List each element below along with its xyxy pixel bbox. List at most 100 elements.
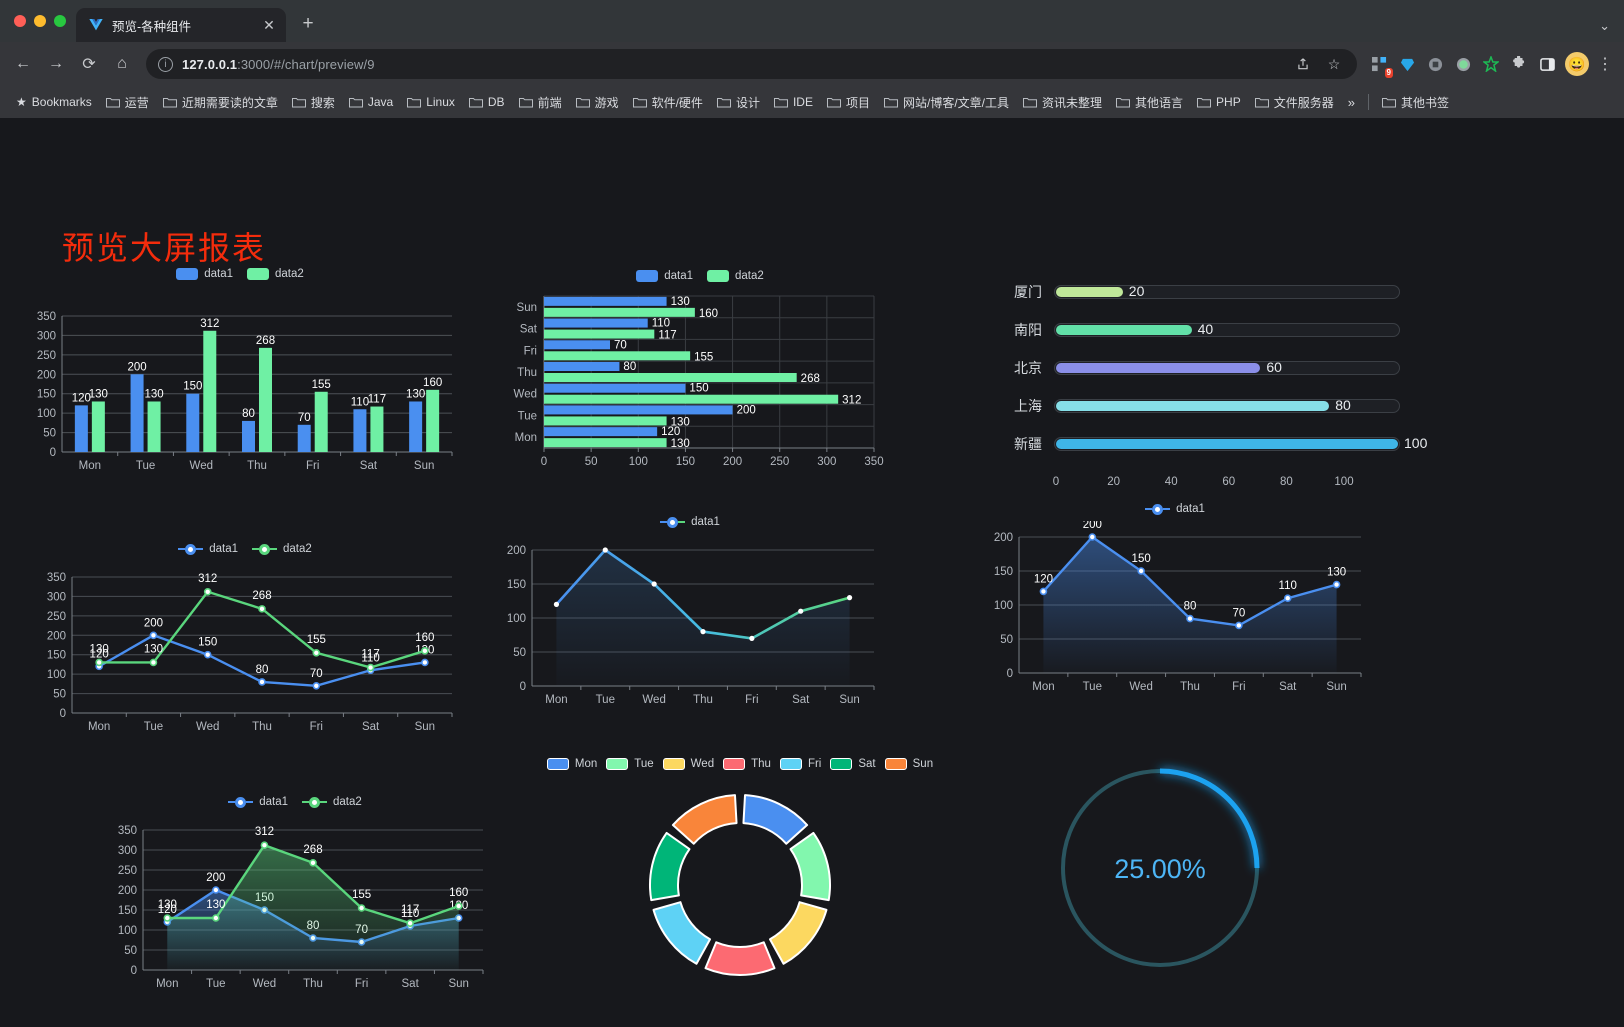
data-point bbox=[260, 841, 269, 850]
bookmarks-root[interactable]: ★ Bookmarks bbox=[10, 92, 98, 112]
forward-button[interactable]: → bbox=[48, 55, 64, 72]
other-bookmarks-folder[interactable]: 其他书签 bbox=[1376, 91, 1455, 114]
legend-item-data2[interactable]: data2 bbox=[247, 268, 304, 280]
bookmark-folder[interactable]: 项目 bbox=[821, 91, 876, 114]
chevron-down-icon[interactable]: ⌄ bbox=[1599, 18, 1610, 33]
chart-text: Mon bbox=[156, 978, 178, 990]
legend-item-data1[interactable]: data1 bbox=[636, 270, 693, 282]
legend-item-wed[interactable]: Wed bbox=[662, 758, 714, 770]
browser-tab[interactable]: 预览-各种组件 ✕ bbox=[76, 8, 286, 42]
bookmark-folder[interactable]: PHP bbox=[1191, 92, 1247, 112]
donut-slice[interactable] bbox=[649, 831, 691, 902]
site-info-icon[interactable]: i bbox=[158, 56, 173, 72]
bookmark-star-icon[interactable]: ☆ bbox=[1327, 55, 1341, 72]
legend-item-tue[interactable]: Tue bbox=[606, 758, 654, 770]
share-icon[interactable] bbox=[1292, 53, 1314, 75]
bookmark-folder[interactable]: IDE bbox=[768, 92, 819, 112]
bar bbox=[242, 420, 255, 452]
star-green-icon[interactable] bbox=[1478, 51, 1504, 77]
area-fill bbox=[167, 845, 459, 970]
bookmark-label: 文件服务器 bbox=[1273, 95, 1334, 110]
chart-text: 117 bbox=[401, 904, 419, 916]
bookmark-folder[interactable]: 文件服务器 bbox=[1249, 91, 1340, 114]
progress-bar-value: 60 bbox=[1266, 359, 1282, 375]
chart-gauge: 25.00% bbox=[1040, 743, 1280, 1003]
close-icon[interactable]: ✕ bbox=[263, 16, 275, 33]
bookmark-label: PHP bbox=[1216, 95, 1241, 109]
bookmark-folder[interactable]: Linux bbox=[401, 92, 461, 112]
avatar[interactable]: 😀 bbox=[1565, 52, 1589, 76]
progress-bar-value: 20 bbox=[1128, 283, 1145, 299]
legend-item-data1[interactable]: data1 bbox=[1145, 503, 1205, 515]
bar bbox=[147, 401, 161, 452]
bookmark-folder[interactable]: 网站/博客/文章/工具 bbox=[878, 91, 1015, 114]
bookmark-folder[interactable]: Java bbox=[343, 92, 399, 112]
legend-item-mon[interactable]: Mon bbox=[546, 758, 597, 770]
clover-icon[interactable] bbox=[1422, 51, 1448, 77]
legend-item-sat[interactable]: Sat bbox=[830, 758, 876, 770]
donut-slice[interactable] bbox=[704, 941, 776, 976]
chart-text: Thu bbox=[1180, 681, 1200, 693]
legend-label: data1 bbox=[691, 516, 720, 528]
close-window-button[interactable] bbox=[14, 15, 26, 27]
home-button[interactable]: ⌂ bbox=[117, 55, 127, 72]
legend-item-sun[interactable]: Sun bbox=[884, 758, 933, 770]
progress-bar-value: 40 bbox=[1197, 321, 1214, 337]
donut-slice[interactable] bbox=[652, 901, 712, 965]
progress-bar-row: 上海 80 bbox=[1000, 387, 1400, 425]
bookmark-folder[interactable]: 资讯未整理 bbox=[1017, 91, 1108, 114]
chart-text: 130 bbox=[1327, 567, 1346, 579]
legend-swatch bbox=[546, 758, 569, 770]
reload-button[interactable]: ⟳ bbox=[82, 56, 96, 73]
bookmarks-overflow-button[interactable]: » bbox=[1347, 94, 1355, 110]
bookmark-folder[interactable]: 近期需要读的文章 bbox=[157, 91, 284, 114]
bar bbox=[544, 351, 691, 361]
donut-slice[interactable] bbox=[742, 794, 809, 845]
back-button[interactable]: ← bbox=[15, 55, 31, 72]
bar bbox=[544, 296, 667, 306]
chart-text: 200 bbox=[507, 545, 526, 557]
chart-text: 155 bbox=[312, 379, 331, 391]
legend-item-data1[interactable]: data1 bbox=[178, 543, 238, 555]
legend-item-thu[interactable]: Thu bbox=[723, 758, 771, 770]
legend-item-data2[interactable]: data2 bbox=[302, 796, 362, 808]
chart-text: 160 bbox=[699, 308, 718, 320]
chart-text: Sun bbox=[448, 978, 468, 990]
bookmark-folder[interactable]: 搜索 bbox=[286, 91, 341, 114]
tab-title: 预览-各种组件 bbox=[112, 19, 192, 34]
extensions-grid-icon[interactable]: 9 bbox=[1366, 51, 1393, 78]
bookmark-folder[interactable]: 其他语言 bbox=[1110, 91, 1189, 114]
bookmark-folder[interactable]: 软件/硬件 bbox=[627, 91, 709, 114]
donut-slice[interactable] bbox=[768, 901, 828, 965]
bookmark-folder[interactable]: 前端 bbox=[513, 91, 568, 114]
legend-item-data1[interactable]: data1 bbox=[176, 268, 233, 280]
circle-green-icon[interactable] bbox=[1450, 51, 1476, 77]
donut-slice[interactable] bbox=[671, 794, 738, 845]
puzzle-icon[interactable] bbox=[1506, 51, 1532, 77]
bookmark-folder[interactable]: DB bbox=[463, 92, 511, 112]
bookmark-folder[interactable]: 游戏 bbox=[570, 91, 625, 114]
address-bar[interactable]: i 127.0.0.1:3000/#/chart/preview/9 ☆ bbox=[146, 49, 1357, 79]
bookmark-folder[interactable]: 设计 bbox=[711, 91, 766, 114]
legend-label: data2 bbox=[735, 270, 764, 282]
area-fill bbox=[556, 550, 850, 686]
donut-slice[interactable] bbox=[789, 831, 831, 902]
data-point bbox=[651, 581, 657, 587]
legend-swatch bbox=[660, 516, 686, 528]
legend-item-data2[interactable]: data2 bbox=[707, 270, 764, 282]
chart-text: Mon bbox=[88, 721, 110, 733]
legend-item-fri[interactable]: Fri bbox=[779, 758, 821, 770]
legend-item-data1[interactable]: data1 bbox=[660, 516, 720, 528]
side-panel-icon[interactable] bbox=[1534, 51, 1560, 77]
maximize-window-button[interactable] bbox=[54, 15, 66, 27]
progress-bar-row: 新疆 100 bbox=[1000, 425, 1427, 463]
chart-text: Wed bbox=[514, 389, 537, 401]
minimize-window-button[interactable] bbox=[34, 15, 46, 27]
browser-menu-icon[interactable]: ⋮ bbox=[1597, 56, 1613, 73]
legend-item-data1[interactable]: data1 bbox=[228, 796, 288, 808]
new-tab-button[interactable]: + bbox=[302, 13, 314, 34]
diamond-icon[interactable] bbox=[1394, 51, 1420, 77]
bookmark-folder[interactable]: 运营 bbox=[100, 91, 155, 114]
legend-item-data2[interactable]: data2 bbox=[252, 543, 312, 555]
